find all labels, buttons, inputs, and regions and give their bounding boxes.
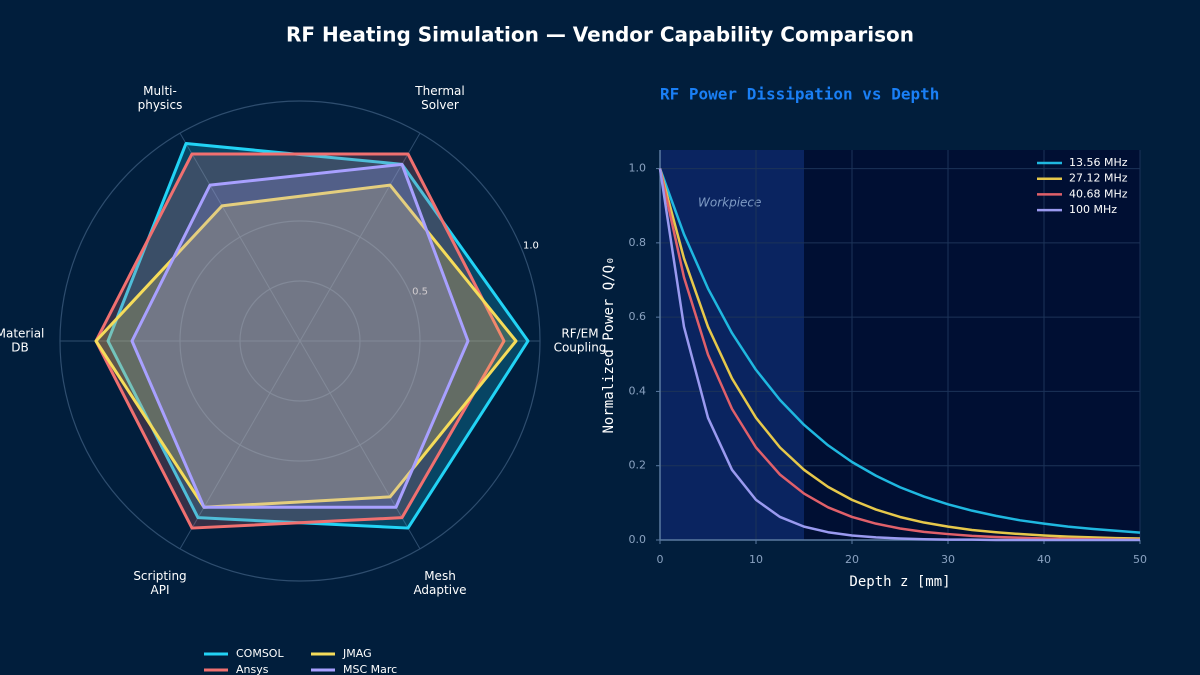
category-label: DB [11, 341, 28, 355]
y-tick-label: 0.8 [629, 236, 647, 249]
y-tick-label: 0.2 [629, 459, 647, 472]
legend-label: 40.68 MHz [1069, 187, 1128, 200]
region-label: Workpiece [698, 196, 761, 210]
radial-tick-label: 0.5 [412, 286, 428, 297]
legend-label: 100 MHz [1069, 203, 1117, 216]
category-label: physics [138, 98, 183, 112]
y-tick-label: 0.6 [629, 310, 647, 323]
y-axis-label: Normalized Power Q/Q₀ [601, 256, 617, 433]
x-tick-label: 50 [1133, 553, 1147, 566]
category-label: Thermal [414, 84, 464, 98]
x-tick-label: 0 [657, 553, 664, 566]
category-label: RF/EM [561, 327, 598, 341]
x-tick-label: 40 [1037, 553, 1051, 566]
category-label: Multi- [143, 84, 177, 98]
y-tick-label: 0.0 [629, 533, 647, 546]
x-axis-label: Depth z [mm] [849, 574, 950, 590]
category-label: Adaptive [413, 583, 466, 597]
x-tick-label: 20 [845, 553, 859, 566]
spoke [299, 132, 421, 342]
legend-label: COMSOL [236, 647, 284, 660]
x-tick-label: 30 [941, 553, 955, 566]
category-label: Mesh [424, 569, 456, 583]
legend-label: 27.12 MHz [1069, 172, 1128, 185]
category-label: Material [0, 327, 44, 341]
y-tick-label: 1.0 [629, 162, 647, 175]
radar-area [130, 162, 470, 509]
category-label: Scripting [133, 569, 186, 583]
x-tick-label: 10 [749, 553, 763, 566]
category-label: Solver [421, 98, 459, 112]
line-series [658, 168, 1141, 534]
line-series [658, 168, 1141, 540]
y-tick-label: 0.4 [629, 384, 647, 397]
spoke [179, 132, 301, 342]
legend-label: 13.56 MHz [1069, 156, 1128, 169]
spoke [299, 340, 421, 550]
page-title: RF Heating Simulation — Vendor Capabilit… [286, 23, 914, 47]
spoke [179, 340, 301, 550]
category-label: API [151, 583, 170, 597]
radar-area [94, 183, 518, 509]
legend-label: JMAG [342, 647, 372, 660]
legend-label: MSC Marc [343, 663, 397, 675]
chart-title: RF Power Dissipation vs Depth [660, 85, 939, 104]
radial-tick-label: 1.0 [523, 240, 539, 251]
category-label: Coupling [554, 341, 607, 355]
legend-label: Ansys [236, 663, 269, 675]
line-series [658, 168, 1140, 542]
